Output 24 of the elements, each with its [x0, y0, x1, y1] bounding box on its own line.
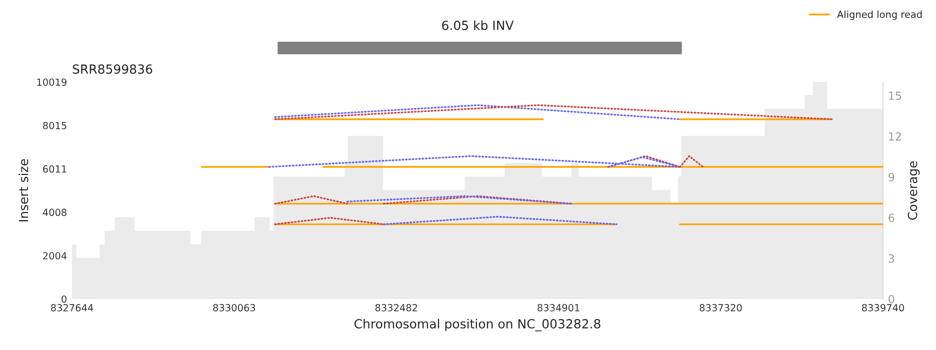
x-tick-label: 8330063 — [213, 304, 256, 312]
y-tick-label: 2004 — [43, 252, 67, 260]
x-tick-label: 8337320 — [700, 304, 742, 312]
x-tick-label: 8334901 — [538, 304, 580, 312]
y2-axis-title: Coverage — [908, 161, 920, 220]
y2-tick-label: 3 — [888, 254, 894, 263]
legend-label: Aligned long read — [837, 10, 922, 20]
y2-tick-label: 6 — [888, 214, 894, 222]
y-tick-label: 10019 — [37, 78, 66, 86]
y-tick-label: 4008 — [42, 208, 66, 216]
y-tick-label: 0 — [62, 295, 66, 303]
x-axis-title: Chromosomal position on NC_003282.8 — [354, 318, 600, 332]
x-tick-label: 8327644 — [51, 304, 94, 312]
chart-title: SRR8599836 — [72, 64, 152, 74]
y2-tick-label: 12 — [889, 132, 901, 140]
y-tick-label: 6011 — [43, 165, 66, 173]
x-tick-label: 8339740 — [862, 304, 904, 312]
y-axis-title: Insert size — [18, 159, 28, 222]
x-tick-label: 8332482 — [375, 304, 418, 312]
y2-tick-label: 0 — [888, 294, 894, 304]
y-tick-label: 8015 — [43, 122, 66, 130]
y2-tick-label: 15 — [889, 92, 902, 100]
chart-title: 6.05 kb INV — [442, 20, 514, 30]
y2-tick-label: 9 — [888, 172, 894, 182]
